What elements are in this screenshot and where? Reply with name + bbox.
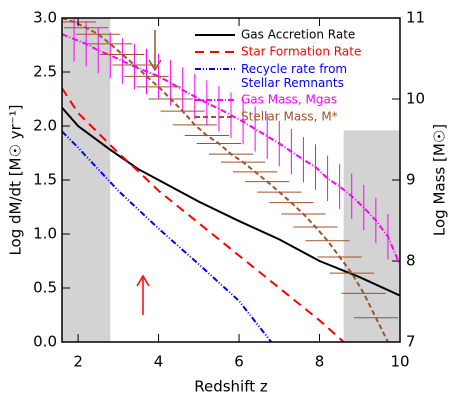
- y2-tick-label: 8: [406, 252, 416, 270]
- shading: [62, 18, 400, 342]
- legend-label: Star Formation Rate: [241, 45, 361, 59]
- x-tick-label: 4: [154, 353, 164, 371]
- y2-tick-label: 7: [406, 333, 416, 351]
- y-tick-label: 1.5: [33, 171, 57, 189]
- y-tick-label: 2.0: [33, 117, 57, 135]
- y2-tick-label: 11: [406, 9, 425, 27]
- y-tick-label: 2.5: [33, 63, 57, 81]
- x-tick-label: 8: [315, 353, 325, 371]
- series-line: [62, 33, 400, 266]
- x-axis-title: Redshift z: [194, 378, 268, 396]
- y-axis-title: Log dM/dt [M☉ yr⁻¹]: [7, 104, 25, 255]
- series-line: [62, 106, 400, 297]
- shaded-region: [62, 18, 111, 342]
- legend-line: Stellar Remnants: [241, 76, 344, 90]
- y2-axis-title: Log Mass [M☉]: [431, 124, 449, 236]
- legend-label: Stellar Mass, M*: [241, 110, 338, 124]
- legend-line: Recycle rate from: [241, 62, 347, 76]
- y2-tick-label: 9: [406, 171, 416, 189]
- shaded-region: [343, 130, 400, 342]
- legend-label: Gas Accretion Rate: [241, 28, 355, 42]
- series-line: [62, 18, 389, 342]
- x-tick-label: 2: [73, 353, 83, 371]
- series-line: [62, 87, 345, 342]
- series-line: [62, 130, 273, 342]
- x-tick-label: 10: [390, 353, 409, 371]
- arrow-head: [136, 274, 150, 287]
- legend-label: Gas Mass, Mgas: [241, 93, 337, 107]
- arrow-head: [148, 59, 162, 72]
- y-tick-label: 1.0: [33, 225, 57, 243]
- y-tick-label: 0.5: [33, 279, 57, 297]
- legend-label: Recycle rate from Stellar Remnants: [241, 62, 347, 90]
- x-tick-label: 6: [234, 353, 244, 371]
- y-tick-label: 3.0: [33, 9, 57, 27]
- y-tick-label: 0.0: [33, 333, 57, 351]
- plot-area: [62, 18, 400, 342]
- y2-tick-label: 10: [406, 90, 425, 108]
